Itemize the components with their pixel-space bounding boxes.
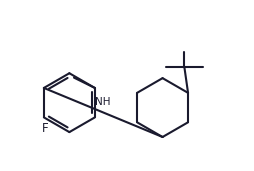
Text: F: F [42, 122, 49, 135]
Text: NH: NH [96, 97, 111, 107]
